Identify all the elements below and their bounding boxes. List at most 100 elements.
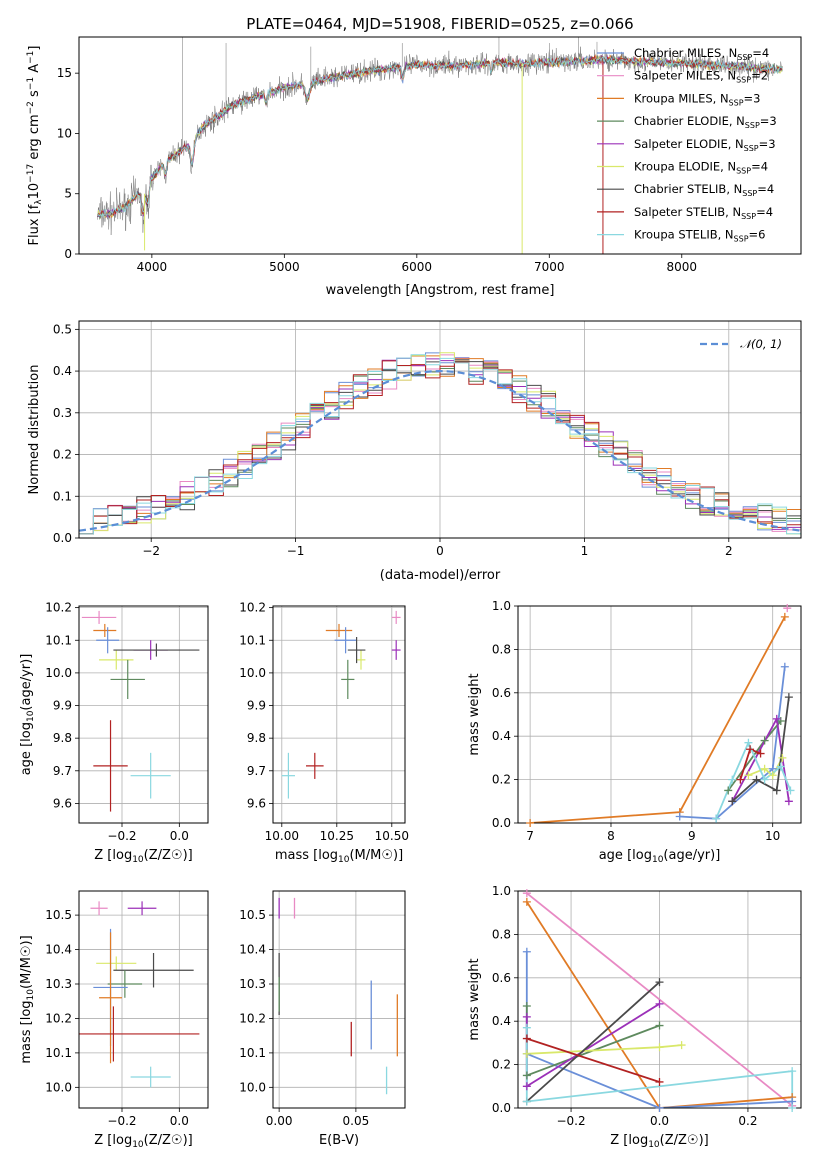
data-point-marker	[655, 1021, 664, 1030]
data-point-marker	[780, 612, 789, 621]
x-tick-label: 7	[526, 829, 534, 843]
data-point-marker	[522, 1082, 531, 1091]
x-tick-label: 0.0	[170, 1114, 189, 1128]
panel-mass-weight-vs-Z: −0.2 0.0 0.2 0.0 0.2 0.4 0.6 0.8 1.0 Z [log10(Z/Z…	[467, 884, 802, 1150]
x-tick-label: 4000	[137, 260, 168, 274]
legend-label: Kroupa STELIB, NSSP=6	[634, 228, 765, 244]
data-point-marker	[780, 662, 789, 671]
y-tick-label: 5	[64, 187, 72, 201]
data-point-marker	[522, 1002, 531, 1011]
x-tick-label: 0.00	[266, 1114, 293, 1128]
data-point-marker	[724, 786, 733, 795]
data-point-marker	[788, 1067, 797, 1076]
grid	[273, 891, 405, 1108]
legend-label: Chabrier STELIB, NSSP=4	[634, 182, 774, 198]
y-tick-label: 9.8	[247, 731, 266, 745]
mass-weight-series-line	[731, 696, 790, 802]
y-axis-label: Normed distribution	[27, 365, 42, 495]
plot-area	[278, 897, 398, 1095]
y-tick-label: 0.0	[492, 816, 511, 830]
x-tick-label: −0.2	[107, 1114, 136, 1128]
plot-area	[79, 352, 801, 538]
y-tick-label: 10.4	[239, 943, 266, 957]
x-tick-label: 10.00	[265, 829, 299, 843]
plot-area	[97, 37, 783, 254]
data-point-marker	[783, 604, 792, 613]
y-tick-label: 10.5	[45, 908, 72, 922]
x-tick-label: 6000	[402, 260, 433, 274]
plot-area	[530, 616, 792, 823]
data-point-marker	[712, 814, 721, 823]
data-point-marker	[772, 714, 781, 723]
legend: 𝒩(0, 1)	[700, 337, 782, 351]
mass-weight-series-line	[679, 666, 786, 820]
data-point-marker	[786, 786, 795, 795]
grid	[273, 606, 405, 823]
x-axis-label: age [log10(age/yr)]	[599, 848, 721, 865]
data-point-marker	[522, 1034, 531, 1043]
y-tick-label: 10.2	[45, 1011, 72, 1025]
data-point-marker	[776, 762, 785, 771]
plot-area	[281, 610, 401, 799]
x-tick-label: −0.2	[107, 829, 136, 843]
data-point-marker	[655, 1104, 664, 1112]
mass-weight-series-line	[526, 892, 793, 1107]
y-tick-label: 9.6	[247, 796, 266, 810]
data-point-marker	[728, 797, 737, 806]
y-tick-label: 0	[64, 247, 72, 261]
data-point-marker	[522, 1023, 531, 1032]
legend-label: 𝒩(0, 1)	[740, 337, 782, 351]
y-tick-label: 10.0	[239, 1080, 266, 1094]
data-point-marker	[776, 717, 785, 726]
panel-age-vs-mass: 10.00 10.25 10.50 9.6 9.7 9.8 9.9 10.0 10.1 10.2 m…	[239, 601, 409, 865]
panel-residuals: −2 −1 0 1 2 0.0 0.1 0.2 0.3 0.4 0.5 (data-model)/er…	[27, 320, 802, 583]
x-axis-label: wavelength [Angstrom, rest frame]	[326, 283, 555, 298]
x-tick-label: −2	[142, 544, 160, 558]
axes-frame	[78, 890, 209, 1109]
data-point-marker	[788, 1104, 797, 1112]
mass-weight-series-line	[526, 981, 661, 1103]
y-tick-label: 10.2	[239, 1011, 266, 1025]
y-tick-label: 9.6	[53, 796, 72, 810]
x-tick-label: 7000	[534, 260, 565, 274]
mass-weight-series-line	[526, 1037, 660, 1083]
y-tick-label: 0.4	[492, 1014, 511, 1028]
data-point-marker	[655, 978, 664, 987]
model-series-line	[97, 56, 783, 218]
y-tick-label: 10.0	[239, 666, 266, 680]
data-point-marker	[655, 999, 664, 1008]
y-tick-label: 1.0	[492, 599, 511, 613]
x-tick-label: 8000	[666, 260, 697, 274]
y-axis-label: mass [log10(M/M☉)]	[19, 935, 36, 1063]
y-axis-label: Flux [fλ10−17 erg cm−2 s−1 A−1]	[26, 46, 44, 246]
legend-label: Salpeter MILES, NSSP=2	[634, 69, 768, 85]
y-tick-label: 0.2	[53, 448, 72, 462]
x-tick-label: 0	[436, 544, 444, 558]
data-point-marker	[522, 897, 531, 906]
panel-age-vs-Z: −0.2 0.0 9.6 9.7 9.8 9.9 10.0 10.1 10.2 Z [log10(…	[19, 601, 209, 865]
data-point-marker	[760, 775, 769, 784]
x-tick-label: 10.25	[320, 829, 354, 843]
data-point-marker	[784, 693, 793, 702]
y-tick-label: 0.6	[492, 686, 511, 700]
y-tick-label: 0.2	[492, 1058, 511, 1072]
data-point-marker	[736, 775, 745, 784]
x-tick-label: 5000	[269, 260, 300, 274]
y-tick-label: 10	[57, 126, 72, 140]
y-tick-label: 0.6	[492, 971, 511, 985]
x-axis-label: Z [log10(Z/Z☉)]	[94, 1133, 192, 1150]
data-point-marker	[522, 1012, 531, 1021]
y-tick-label: 10.2	[45, 601, 72, 615]
y-tick-label: 1.0	[492, 884, 511, 898]
y-tick-label: 0.0	[492, 1101, 511, 1115]
legend-label: Chabrier ELODIE, NSSP=3	[634, 114, 777, 130]
mass-weight-series-line	[715, 740, 792, 820]
y-tick-label: 10.1	[45, 1046, 72, 1060]
y-tick-label: 0.4	[492, 729, 511, 743]
x-tick-label: 1	[581, 544, 589, 558]
panel-mass-weight-vs-age: 7 8 9 10 0.0 0.2 0.4 0.6 0.8 1.0 age [log10(age/yr…	[467, 599, 802, 865]
x-tick-label: 0.05	[343, 1114, 370, 1128]
y-tick-label: 10.3	[239, 977, 266, 991]
x-tick-label: 0.2	[738, 1114, 757, 1128]
x-tick-label: 0.0	[170, 829, 189, 843]
